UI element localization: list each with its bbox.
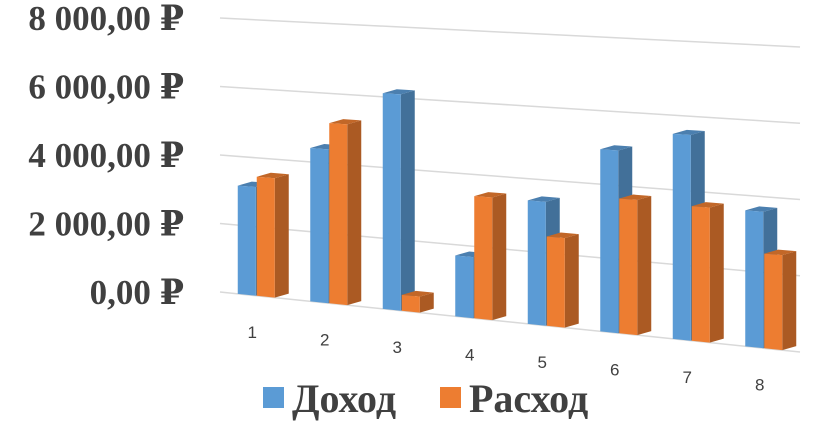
bar-raskhod-3 (401, 290, 434, 313)
legend-swatch (440, 387, 461, 408)
x-tick-label: 3 (393, 338, 402, 357)
legend-swatch (263, 387, 284, 408)
bar-raskhod-1 (256, 172, 289, 298)
y-tick-label: 6 000,00 ₽ (28, 68, 184, 107)
y-tick-label: 8 000,00 ₽ (28, 0, 184, 38)
y-tick-label: 4 000,00 ₽ (28, 136, 184, 175)
bar-raskhod-8 (764, 249, 797, 351)
y-tick-label: 2 000,00 ₽ (28, 205, 184, 244)
bar-raskhod-4 (474, 192, 507, 321)
legend-item-dokhod: Доход (263, 376, 396, 421)
x-tick-label: 1 (248, 323, 257, 342)
legend: Доход Расход (263, 376, 588, 421)
x-tick-label: 7 (683, 368, 692, 387)
gridline (219, 85, 801, 124)
x-tick-label: 8 (755, 375, 764, 394)
bar-raskhod-5 (546, 232, 579, 328)
gridline (219, 17, 801, 48)
legend-label: Расход (469, 376, 588, 421)
y-axis-tick-labels: 0,00 ₽ 2 000,00 ₽ 4 000,00 ₽ 6 000,00 ₽ 8 00… (28, 0, 184, 312)
bar-raskhod-2 (329, 119, 362, 306)
x-tick-label: 2 (320, 330, 329, 349)
bar-raskhod-6 (619, 194, 652, 336)
x-axis-tick-labels: 1 2 3 4 5 6 7 8 (248, 323, 765, 395)
legend-item-raskhod: Расход (440, 376, 588, 421)
bar-raskhod-7 (691, 202, 724, 343)
bars (237, 89, 797, 351)
x-tick-label: 4 (465, 345, 474, 364)
gridline (219, 154, 801, 201)
x-tick-label: 6 (610, 360, 619, 379)
y-tick-label: 0,00 ₽ (90, 273, 184, 312)
bar-dokhod-3 (382, 89, 415, 311)
x-tick-label: 5 (538, 353, 547, 372)
legend-label: Доход (292, 376, 396, 421)
